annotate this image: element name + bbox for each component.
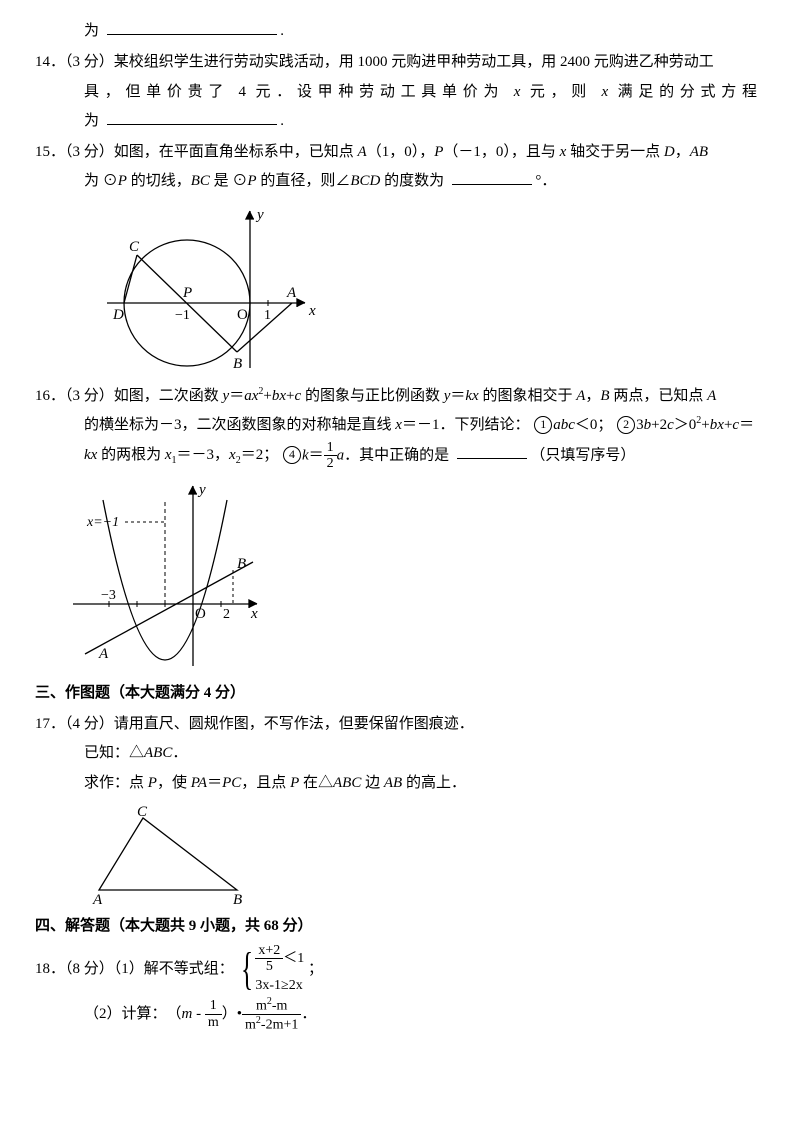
q16: 16．（3 分）如图，二次函数 y＝ax2+bx+c 的图象与正比例函数 y＝k…	[35, 382, 759, 411]
q15: 15．（3 分）如图，在平面直角坐标系中，已知点 A（1，0），P（－1，0），…	[35, 138, 759, 167]
fig16-svg: x y O A B −3 2 x=−1	[65, 478, 265, 673]
q16-line2: 的横坐标为－3，二次函数图象的对称轴是直线 x＝－1．下列结论：	[84, 417, 529, 433]
q13-blank[interactable]	[107, 18, 277, 36]
frac-half: 12	[324, 440, 337, 472]
q18-p2-wrap: （2）计算： （m - 1m）•m2-mm2-2m+1．	[35, 996, 759, 1033]
svg-text:A: A	[286, 285, 297, 301]
q14-wei: 为	[84, 113, 99, 129]
ineq1-num: x+2	[255, 943, 283, 959]
q16-blank[interactable]	[457, 442, 527, 460]
q16-half-a: a．其中正确的是	[337, 447, 450, 463]
q14-blank[interactable]	[107, 107, 277, 125]
ineq1-den: 5	[255, 959, 283, 974]
svg-text:B: B	[233, 356, 242, 372]
fig16: x y O A B −3 2 x=−1	[65, 478, 759, 673]
svg-text:D: D	[112, 307, 124, 323]
q16-line3-wrap: kx 的两根为 x1＝－3，x2＝2； 4k＝12a．其中正确的是 （只填写序号…	[35, 440, 759, 472]
q15-blank[interactable]	[452, 168, 532, 186]
q14-line2: 具，但单价贵了 4 元．设甲种劳动工具单价为 x 元，则 x 满足的分式方程	[35, 78, 759, 107]
svg-text:2: 2	[223, 607, 230, 622]
q14: 14．（3 分）某校组织学生进行劳动实践活动，用 1000 元购进甲种劳动工具，…	[35, 48, 759, 77]
circled-2: 2	[617, 416, 635, 434]
q15-num: 15	[35, 144, 50, 160]
svg-text:−1: −1	[175, 308, 190, 323]
fig15: A D P O B C x y −1 1	[87, 203, 759, 378]
circled-1: 1	[534, 416, 552, 434]
svg-text:x: x	[250, 606, 258, 622]
q17-line2: 已知：△ABC．	[35, 739, 759, 768]
frac2: m2-mm2-2m+1	[242, 996, 301, 1033]
q14-dot: .	[280, 113, 284, 129]
q18-p1: （1）解不等式组：	[114, 961, 234, 977]
q16-c4: k＝	[302, 447, 324, 463]
q15-pts: （3 分）	[65, 144, 114, 160]
svg-text:y: y	[255, 207, 264, 223]
circled-4: 4	[283, 446, 301, 464]
section3-title: 三、作图题（本大题满分 4 分）	[35, 679, 759, 708]
svg-text:P: P	[182, 285, 192, 301]
svg-text:B: B	[233, 892, 242, 906]
q18-p2: （2）计算： （m -	[84, 1006, 201, 1022]
q16-line1: 如图，二次函数 y＝ax2+bx+c 的图象与正比例函数 y＝kx 的图象相交于…	[114, 388, 717, 404]
q13-tail: 为 .	[35, 17, 759, 46]
section4-title: 四、解答题（本大题共 9 小题，共 68 分）	[35, 912, 759, 941]
svg-text:A: A	[98, 646, 109, 662]
q18-semi: ；	[308, 961, 323, 977]
frac1: 1m	[205, 998, 222, 1030]
q17-line1: 请用直尺、圆规作图，不写作法，但要保留作图痕迹．	[114, 716, 474, 732]
q17-line3: 求作：点 P，使 PA＝PC，且点 P 在△ABC 边 AB 的高上．	[35, 769, 759, 798]
q18-dot: ．	[301, 1006, 316, 1022]
q15-line2-wrap: 为 ⊙P 的切线，BC 是 ⊙P 的直径，则∠BCD 的度数为 °．	[35, 167, 759, 196]
svg-text:y: y	[197, 482, 206, 498]
q15-line2: 为 ⊙P 的切线，BC 是 ⊙P 的直径，则∠BCD 的度数为	[84, 173, 444, 189]
svg-text:−3: −3	[101, 588, 116, 603]
q18-pts: （8 分）	[65, 961, 114, 977]
ineq2: 3x-1≥2x	[255, 975, 304, 996]
svg-text:O: O	[237, 307, 248, 323]
svg-text:C: C	[129, 239, 140, 255]
svg-text:B: B	[237, 556, 246, 572]
q18-mid: ）•	[222, 1006, 242, 1022]
q15-line1: 如图，在平面直角坐标系中，已知点 A（1，0），P（－1，0），且与 x 轴交于…	[114, 144, 708, 160]
q17: 17．（4 分）请用直尺、圆规作图，不写作法，但要保留作图痕迹．	[35, 710, 759, 739]
q17-num: 17	[35, 716, 50, 732]
fig15-svg: A D P O B C x y −1 1	[87, 203, 317, 378]
inequality-system: x+25＜1 3x-1≥2x	[255, 943, 304, 996]
q16-line3a: kx 的两根为 x1＝－3，x2＝2；	[84, 447, 278, 463]
q13-dot: .	[280, 23, 284, 39]
q16-c1: abc＜0；	[553, 417, 612, 433]
q16-num: 16	[35, 388, 50, 404]
brace-icon: {	[241, 946, 253, 992]
q14-line1: 某校组织学生进行劳动实践活动，用 1000 元购进甲种劳动工具，用 2400 元…	[114, 54, 714, 70]
q13-wei: 为	[84, 23, 99, 39]
q15-deg: °．	[535, 173, 556, 189]
q14-pts: （3 分）	[65, 54, 114, 70]
q18-num: 18	[35, 961, 50, 977]
q14-num: 14	[35, 54, 50, 70]
ineq1-tail: ＜1	[283, 951, 304, 966]
svg-text:x: x	[308, 303, 316, 319]
q16-c2: 3b+2c＞02+bx+c＝	[636, 417, 754, 433]
q18: 18．（8 分）（1）解不等式组： { x+25＜1 3x-1≥2x ；	[35, 943, 759, 996]
svg-text:A: A	[92, 892, 103, 906]
fig17-svg: A B C	[87, 804, 252, 906]
svg-text:1: 1	[264, 308, 271, 323]
svg-text:C: C	[137, 804, 148, 820]
q16-line2-wrap: 的横坐标为－3，二次函数图象的对称轴是直线 x＝－1．下列结论： 1abc＜0；…	[35, 411, 759, 440]
fig17: A B C	[87, 804, 759, 906]
q17-pts: （4 分）	[65, 716, 114, 732]
q16-tail: （只填写序号）	[530, 447, 635, 463]
q14-tail: 为 .	[35, 107, 759, 136]
svg-text:x=−1: x=−1	[86, 515, 119, 530]
q16-pts: （3 分）	[65, 388, 114, 404]
svg-text:O: O	[195, 606, 206, 622]
